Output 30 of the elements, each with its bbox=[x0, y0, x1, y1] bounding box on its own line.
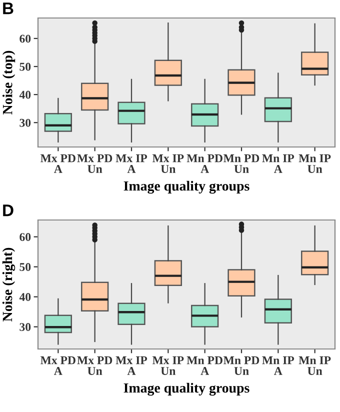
x-tick-label: Mn PD A bbox=[186, 154, 222, 173]
x-tick-label: Mn PD Un bbox=[224, 356, 260, 375]
x-tick-label: Mx IP A bbox=[116, 356, 148, 375]
x-tick-label: Mn IP Un bbox=[298, 356, 331, 375]
y-tick-label: 60 bbox=[20, 34, 31, 43]
x-tick-label: Mn IP A bbox=[262, 154, 294, 173]
x-tick-label: Mx IP A bbox=[116, 154, 148, 173]
x-tick-label: Mn IP A bbox=[262, 356, 294, 375]
chart-title: B bbox=[3, 2, 14, 14]
y-tick-label: 40 bbox=[19, 293, 31, 302]
y-tick-label: 40 bbox=[19, 90, 31, 99]
x-axis-title: Image quality groups bbox=[124, 180, 250, 194]
x-tick-label: Mn IP Un bbox=[298, 154, 331, 173]
x-tick-label: Mn PD Un bbox=[224, 154, 260, 173]
y-axis-title: Noise (top) bbox=[2, 50, 16, 114]
x-axis-title: Image quality groups bbox=[124, 382, 250, 396]
chart-title: D bbox=[3, 204, 14, 216]
y-tick-label: 50 bbox=[20, 62, 31, 71]
y-tick-label: 30 bbox=[20, 118, 31, 127]
x-tick-label: Mx IP Un bbox=[152, 356, 184, 375]
x-tick-label: Mx PD A bbox=[40, 154, 76, 173]
x-tick-label: Mx IP Un bbox=[152, 154, 184, 173]
y-tick-label: 50 bbox=[20, 263, 31, 272]
y-axis-title: Noise (right) bbox=[2, 248, 16, 322]
y-tick-label: 30 bbox=[20, 323, 31, 332]
x-tick-label: Mx PD Un bbox=[77, 356, 112, 375]
x-tick-label: Mn PD A bbox=[186, 356, 222, 375]
x-tick-label: Mx PD Un bbox=[77, 154, 112, 173]
x-tick-label: Mx PD A bbox=[40, 356, 76, 375]
y-tick-label: 60 bbox=[20, 233, 31, 242]
